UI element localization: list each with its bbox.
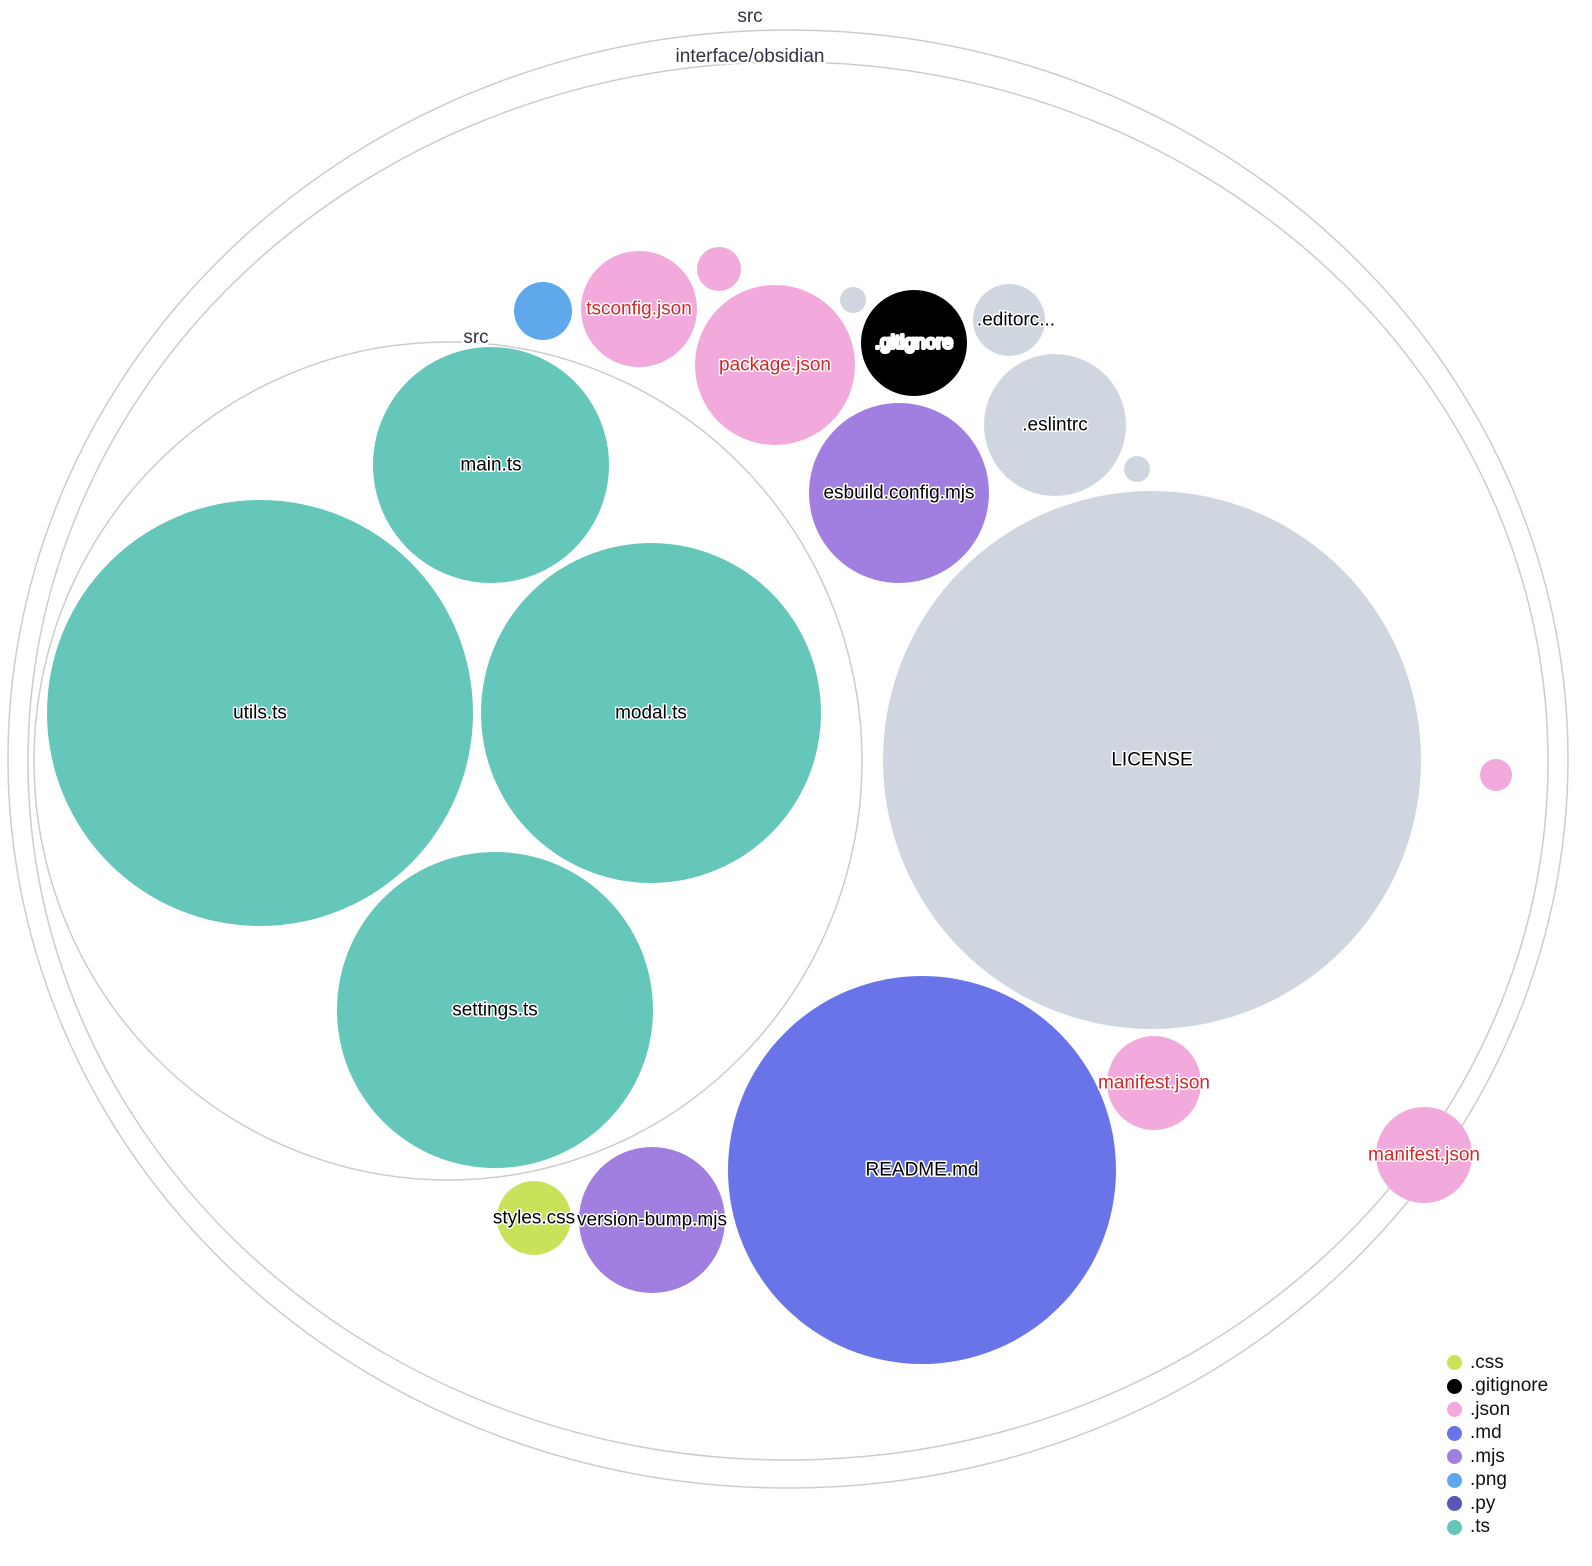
file-label: version-bump.mjs [577,1210,727,1231]
file-label: README.md [866,1160,979,1181]
file-label: modal.ts [615,703,687,724]
file-circle[interactable] [47,500,473,926]
file-label: manifest.json [1368,1145,1480,1166]
file-label: esbuild.config.mjs [823,483,974,504]
file-circle[interactable] [514,282,572,340]
legend-item: .ts [1447,1516,1548,1540]
legend-item: .mjs [1447,1445,1548,1469]
file-label: package.json [719,355,831,376]
file-circle[interactable] [373,347,609,583]
file-circle[interactable] [497,1181,571,1255]
file-label: LICENSE [1111,750,1192,771]
group-label: src [463,327,488,348]
legend-swatch [1447,1496,1462,1512]
file-circle[interactable] [337,852,653,1168]
legend-item: .css [1447,1351,1548,1375]
legend-swatch [1447,1402,1462,1418]
file-circle[interactable] [861,290,967,396]
group-circle[interactable] [7,29,1569,1489]
file-label: .eslintrc [1022,415,1087,436]
group-circle[interactable] [33,341,863,1181]
file-label: settings.ts [452,1000,538,1021]
legend-label: .md [1470,1422,1502,1444]
legend-item: .py [1447,1492,1548,1516]
file-label: utils.ts [233,703,287,724]
group-circle[interactable] [27,61,1549,1461]
file-circle[interactable] [695,285,855,445]
file-circle[interactable] [1480,759,1512,791]
group-label: interface/obsidian [676,46,825,67]
file-label: manifest.json [1098,1073,1210,1094]
legend-item: .png [1447,1469,1548,1493]
legend: .css .gitignore .json .md .mjs .png .py … [1447,1351,1548,1539]
legend-label: .gitignore [1470,1375,1549,1397]
legend-label: .json [1470,1398,1511,1420]
file-label: main.ts [460,455,521,476]
file-circle[interactable] [697,247,741,291]
file-circle[interactable] [1376,1107,1472,1203]
file-circle[interactable] [840,287,866,313]
file-circle[interactable] [728,976,1116,1364]
legend-swatch [1447,1425,1462,1441]
file-circle[interactable] [984,354,1126,496]
file-label: .editorc... [977,310,1055,331]
legend-label: .css [1470,1351,1504,1373]
legend-label: .mjs [1470,1445,1505,1467]
legend-swatch [1447,1355,1462,1371]
file-label: tsconfig.json [586,299,692,320]
file-label: styles.css [493,1208,575,1229]
file-circle[interactable] [581,251,697,367]
legend-item: .md [1447,1422,1548,1446]
file-circle[interactable] [579,1147,725,1293]
legend-swatch [1447,1449,1462,1465]
legend-item: .json [1447,1398,1548,1422]
legend-swatch [1447,1472,1462,1488]
file-circle[interactable] [481,543,821,883]
legend-item: .gitignore [1447,1375,1548,1399]
file-circle[interactable] [1107,1036,1201,1130]
legend-label: .png [1470,1469,1507,1491]
file-label: .gitignore [875,333,953,354]
file-circle[interactable] [973,284,1045,356]
file-circle[interactable] [883,491,1421,1029]
legend-label: .py [1470,1492,1496,1514]
file-circle[interactable] [1124,456,1150,482]
legend-swatch [1447,1378,1462,1394]
file-circle[interactable] [809,403,989,583]
group-label: src [737,6,762,27]
legend-label: .ts [1470,1516,1491,1538]
legend-swatch [1447,1519,1462,1535]
